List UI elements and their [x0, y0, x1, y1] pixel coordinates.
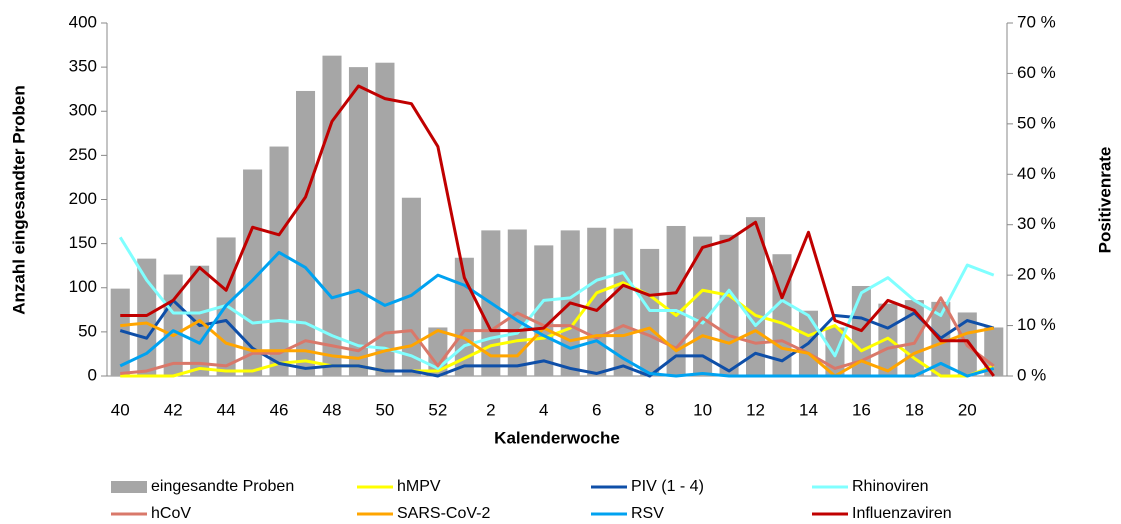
x-tick-label: 48: [323, 400, 342, 419]
x-tick-label: 4: [539, 400, 548, 419]
y2-tick-label: 10 %: [1017, 315, 1056, 334]
legend-label: PIV (1 - 4): [631, 478, 704, 495]
x-tick-label: 10: [693, 400, 712, 419]
x-tick-label: 14: [799, 400, 818, 419]
y2-tick-label: 40 %: [1017, 164, 1056, 183]
line-series: [119, 298, 995, 378]
y-tick-label: 250: [69, 145, 97, 164]
y2-tick-label: 0 %: [1017, 365, 1046, 384]
y-tick-label: 150: [69, 233, 97, 252]
bar: [348, 67, 368, 376]
line-series: [120, 296, 995, 375]
y-tick-label: 350: [69, 57, 97, 76]
legend-label: RSV: [631, 505, 664, 522]
bar: [163, 274, 183, 376]
x-tick-label: 50: [375, 400, 394, 419]
y-tick-label: 100: [69, 277, 97, 296]
line-series: [120, 84, 995, 377]
x-tick-label: 6: [592, 400, 601, 419]
y-tick-label: 0: [88, 365, 97, 384]
x-tick-label: 44: [217, 400, 236, 419]
bar: [137, 258, 157, 376]
x-tick-label: 12: [746, 400, 765, 419]
bar: [587, 227, 607, 376]
x-tick-label: 40: [111, 400, 130, 419]
bar: [110, 288, 130, 376]
line-series: [120, 319, 995, 378]
x-axis-title: Kalenderwoche: [494, 428, 620, 447]
y-tick-label: 200: [69, 189, 97, 208]
legend-label: hMPV: [397, 478, 441, 495]
bar: [613, 228, 633, 376]
x-tick-label: 20: [958, 400, 977, 419]
y2-axis-title: Positivenrate: [1095, 147, 1114, 254]
bar: [243, 169, 263, 376]
bar: [746, 217, 766, 376]
bar: [375, 62, 395, 377]
x-tick-label: 46: [270, 400, 289, 419]
bar: [269, 146, 289, 376]
y-tick-label: 300: [69, 101, 97, 120]
legend-label: eingesandte Proben: [151, 478, 294, 495]
bar: [401, 197, 421, 376]
x-tick-label: 18: [905, 400, 924, 419]
y2-tick-label: 70 %: [1017, 12, 1056, 31]
line-series: [119, 250, 995, 378]
legend-label: Rhinoviren: [852, 478, 928, 495]
legend-label: Influenzaviren: [852, 505, 952, 522]
legend-label: hCoV: [151, 505, 191, 522]
y2-tick-label: 20 %: [1017, 265, 1056, 284]
legend-label: SARS-CoV-2: [397, 505, 490, 522]
x-tick-label: 52: [428, 400, 447, 419]
y2-tick-label: 30 %: [1017, 214, 1056, 233]
x-tick-label: 2: [486, 400, 495, 419]
y-axis-title: Anzahl eingesandter Proben: [9, 85, 28, 315]
bar: [666, 225, 686, 376]
bar: [825, 327, 845, 376]
y2-tick-label: 60 %: [1017, 63, 1056, 82]
y2-tick-label: 50 %: [1017, 113, 1056, 132]
bar: [296, 90, 316, 376]
bar: [322, 55, 342, 377]
bar: [534, 245, 554, 376]
x-tick-label: 8: [645, 400, 654, 419]
bar: [693, 236, 713, 376]
x-tick-label: 42: [164, 400, 183, 419]
bar: [719, 234, 739, 376]
y-tick-label: 400: [69, 12, 97, 31]
x-tick-label: 16: [852, 400, 871, 419]
y-tick-label: 50: [78, 321, 97, 340]
bar: [640, 248, 660, 376]
legend-swatch: [111, 481, 147, 493]
